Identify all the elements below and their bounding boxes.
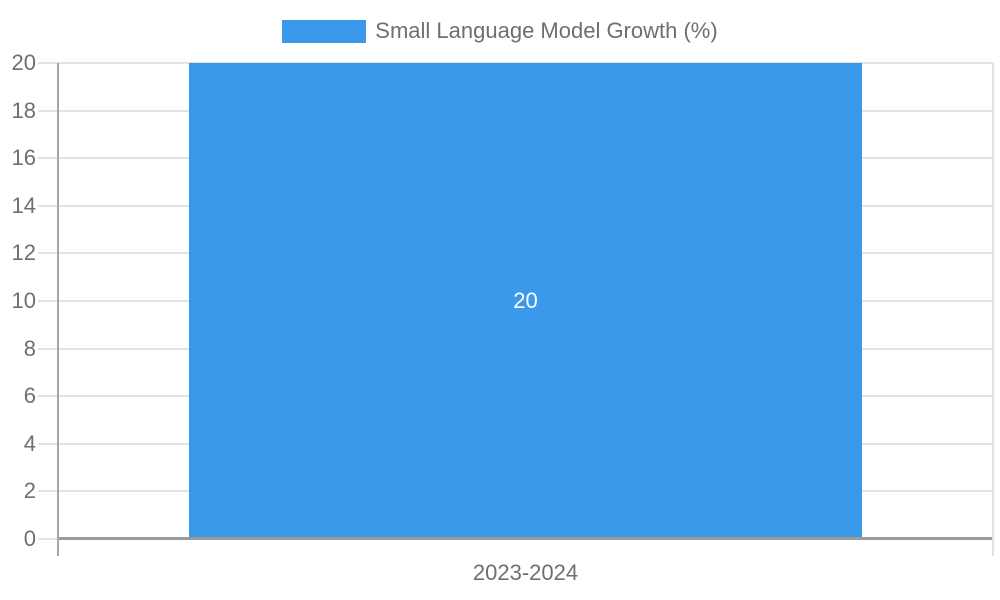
y-tick-mark (38, 538, 58, 540)
plot-right-border (992, 63, 994, 556)
y-tick-label: 8 (23, 335, 36, 361)
y-tick-mark (38, 109, 58, 112)
y-tick-mark (38, 204, 58, 207)
legend: Small Language Model Growth (%) (0, 19, 1000, 43)
y-axis-line (57, 63, 59, 556)
x-tick-label: 2023-2024 (472, 560, 579, 585)
y-tick-mark (38, 300, 58, 302)
y-tick-label: 6 (23, 383, 36, 409)
y-tick-mark (38, 442, 58, 445)
legend-item[interactable]: Small Language Model Growth (%) (282, 18, 718, 43)
legend-swatch (282, 19, 367, 43)
y-tick-label: 10 (11, 288, 36, 313)
bar[interactable]: 20 (189, 63, 862, 539)
y-tick-mark (38, 157, 58, 160)
y-tick-label: 16 (11, 145, 36, 171)
y-tick-label: 20 (11, 50, 36, 75)
y-tick-mark (38, 395, 58, 398)
y-tick-label: 0 (23, 526, 36, 551)
y-tick-mark (38, 347, 58, 350)
y-tick-label: 18 (11, 97, 36, 123)
x-axis-labels: 2023-2024 (58, 560, 993, 585)
y-tick-mark (38, 490, 58, 493)
bar-value-label: 20 (513, 288, 538, 313)
y-tick-label: 14 (11, 192, 36, 218)
y-tick-mark (38, 62, 58, 64)
y-tick-label: 4 (23, 430, 36, 456)
y-tick-mark (38, 252, 58, 255)
y-tick-label: 2 (23, 478, 36, 504)
x-axis-line (58, 537, 993, 540)
y-tick-label: 12 (11, 240, 36, 266)
legend-label: Small Language Model Growth (%) (375, 18, 718, 43)
